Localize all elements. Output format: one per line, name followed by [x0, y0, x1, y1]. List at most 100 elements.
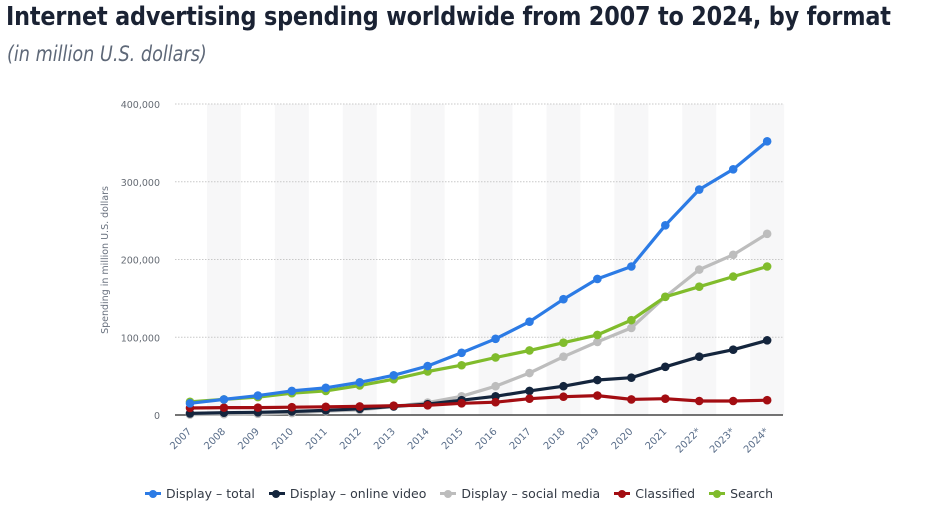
data-point[interactable]	[627, 315, 636, 325]
data-point[interactable]	[627, 373, 636, 382]
data-point[interactable]	[593, 330, 602, 340]
series-display-total	[185, 137, 772, 408]
legend-marker-icon	[709, 489, 726, 499]
data-point[interactable]	[762, 395, 772, 405]
data-point[interactable]	[694, 352, 704, 361]
x-tick-label: 2024*	[742, 426, 771, 455]
x-tick-label: 2018	[542, 426, 568, 452]
y-tick-label: 300,000	[121, 178, 160, 189]
data-point[interactable]	[389, 371, 399, 380]
data-point[interactable]	[694, 265, 704, 274]
series-line	[188, 338, 769, 415]
legend: Display – total Display – online video Dis…	[145, 486, 773, 501]
series-line	[188, 264, 769, 404]
data-point[interactable]	[627, 395, 636, 404]
data-point[interactable]	[728, 250, 738, 260]
data-point[interactable]	[728, 396, 738, 406]
series-line	[188, 394, 769, 410]
data-point[interactable]	[694, 185, 704, 194]
x-tick-label: 2022*	[674, 426, 703, 455]
data-point[interactable]	[559, 381, 568, 391]
data-point[interactable]	[661, 292, 670, 302]
data-point[interactable]	[559, 352, 568, 361]
data-point[interactable]	[525, 317, 534, 327]
data-point[interactable]	[423, 400, 432, 410]
data-point[interactable]	[525, 346, 534, 355]
data-point[interactable]	[627, 262, 636, 271]
x-tick-label: 2017	[508, 426, 534, 452]
data-point[interactable]	[219, 395, 229, 404]
legend-item[interactable]: Display – total	[145, 486, 255, 501]
data-point[interactable]	[491, 353, 500, 362]
data-point[interactable]	[185, 399, 195, 408]
data-point[interactable]	[457, 348, 466, 358]
gridlines	[175, 103, 783, 338]
data-point[interactable]	[728, 165, 738, 174]
data-point[interactable]	[593, 274, 602, 284]
data-point[interactable]	[728, 272, 738, 281]
x-tick-label: 2009	[236, 426, 262, 452]
data-point[interactable]	[525, 386, 534, 396]
x-tick-label: 2013	[372, 426, 398, 452]
data-point[interactable]	[661, 362, 670, 372]
data-point[interactable]	[253, 403, 263, 412]
x-tick-label: 2007	[168, 426, 194, 452]
data-point[interactable]	[728, 345, 738, 354]
data-point[interactable]	[661, 394, 670, 403]
legend-item[interactable]: Classified	[614, 486, 695, 501]
data-point[interactable]	[491, 381, 500, 391]
data-point[interactable]	[593, 391, 602, 400]
series-line	[188, 139, 769, 405]
y-axis-label: Spending in million U.S. dollars	[100, 186, 111, 334]
x-tick-label: 2014	[406, 426, 432, 452]
legend-label: Display – total	[166, 486, 255, 501]
x-axis-ticks: 2007 2008 2009 2010 2011 2012 2013 2014 2015 2016…	[168, 426, 771, 455]
data-point[interactable]	[219, 403, 229, 412]
legend-marker-icon	[614, 489, 631, 499]
legend-marker-icon	[440, 489, 457, 499]
data-point[interactable]	[457, 360, 466, 370]
data-point[interactable]	[355, 402, 365, 411]
data-point[interactable]	[593, 375, 602, 385]
data-point[interactable]	[457, 399, 466, 408]
legend-item[interactable]: Display – online video	[268, 486, 426, 501]
x-tick-label: 2010	[270, 426, 296, 452]
data-point[interactable]	[287, 402, 297, 412]
x-tick-label: 2019	[576, 426, 602, 452]
data-point[interactable]	[491, 397, 500, 407]
data-point[interactable]	[762, 262, 772, 271]
x-tick-label: 2008	[202, 426, 228, 452]
series-lines	[185, 137, 772, 419]
legend-item[interactable]: Display – social media	[440, 486, 600, 501]
data-point[interactable]	[694, 282, 704, 292]
x-tick-label: 2012	[338, 426, 364, 452]
data-point[interactable]	[762, 137, 772, 146]
legend-item[interactable]: Search	[709, 486, 773, 501]
data-point[interactable]	[559, 392, 568, 402]
x-tick-label: 2021	[644, 426, 670, 452]
series-classified	[185, 391, 772, 413]
x-tick-label: 2015	[440, 426, 466, 452]
data-point[interactable]	[694, 396, 704, 406]
data-point[interactable]	[253, 391, 263, 400]
data-point[interactable]	[593, 337, 602, 347]
data-point[interactable]	[559, 294, 568, 304]
data-point[interactable]	[525, 394, 534, 403]
data-point[interactable]	[287, 386, 297, 396]
data-point[interactable]	[389, 401, 399, 410]
legend-label: Classified	[635, 486, 696, 501]
data-point[interactable]	[423, 361, 432, 371]
data-point[interactable]	[491, 334, 500, 344]
y-axis-ticks: 0 100,000 200,000 300,000 400,000	[121, 100, 160, 422]
data-point[interactable]	[355, 378, 365, 387]
column-band	[274, 104, 309, 415]
data-point[interactable]	[627, 323, 636, 333]
data-point[interactable]	[762, 336, 772, 345]
data-point[interactable]	[762, 229, 772, 239]
data-point[interactable]	[321, 383, 331, 393]
data-point[interactable]	[559, 338, 568, 347]
data-point[interactable]	[661, 220, 670, 230]
data-point[interactable]	[321, 402, 331, 412]
data-point[interactable]	[525, 368, 534, 378]
